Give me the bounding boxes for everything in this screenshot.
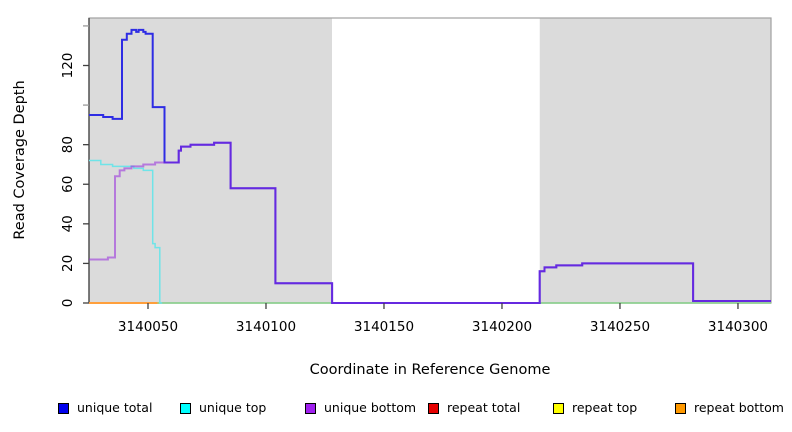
y-tick-label: 40 — [60, 215, 76, 232]
x-tick-label: 3140200 — [472, 319, 532, 335]
x-tick-label: 3140300 — [708, 319, 768, 335]
legend-label: unique bottom — [324, 400, 417, 415]
legend-label: repeat bottom — [694, 400, 784, 415]
legend-item-unique-total: unique total — [58, 399, 152, 417]
legend-item-repeat-top: repeat top — [553, 399, 637, 417]
legend-label: repeat top — [572, 400, 638, 415]
y-axis-title: Read Coverage Depth — [12, 80, 28, 239]
legend-label: unique total — [77, 400, 153, 415]
x-tick-label: 3140250 — [590, 319, 650, 335]
y-tick-label: 60 — [60, 176, 76, 193]
legend-label: repeat total — [447, 400, 521, 415]
legend-label: unique top — [199, 400, 267, 415]
background-region-covered-left — [89, 18, 333, 303]
plot-legend: unique total unique top unique bottom repea… — [0, 399, 792, 421]
legend-item-repeat-bottom: repeat bottom — [675, 399, 784, 417]
legend-swatch-icon — [553, 402, 564, 414]
background-region-gap-white — [332, 18, 540, 303]
x-tick-label: 3140050 — [118, 319, 178, 335]
legend-item-repeat-total: repeat total — [428, 399, 520, 417]
background-region-covered-right — [539, 18, 771, 303]
legend-swatch-icon — [675, 402, 686, 414]
y-tick-label: 20 — [60, 255, 76, 272]
legend-swatch-icon — [180, 402, 191, 414]
series-unique-bottom — [89, 141, 771, 304]
plot-dynamic-layer: 3140050 3140100 3140150 3140200 3140250 31403… — [60, 17, 772, 335]
series-unique-top — [89, 159, 163, 304]
legend-swatch-icon — [428, 402, 439, 414]
legend-swatch-icon — [305, 402, 316, 414]
legend-item-unique-top: unique top — [180, 399, 266, 417]
x-axis-title: Coordinate in Reference Genome — [310, 362, 551, 378]
x-tick-label: 3140100 — [236, 319, 296, 335]
x-tick-label: 3140150 — [354, 319, 414, 335]
legend-item-unique-bottom: unique bottom — [305, 399, 416, 417]
y-tick-label: 0 — [60, 299, 76, 308]
legend-swatch-icon — [58, 402, 69, 414]
y-tick-label: 80 — [60, 136, 76, 153]
y-tick-label: 120 — [60, 53, 76, 79]
